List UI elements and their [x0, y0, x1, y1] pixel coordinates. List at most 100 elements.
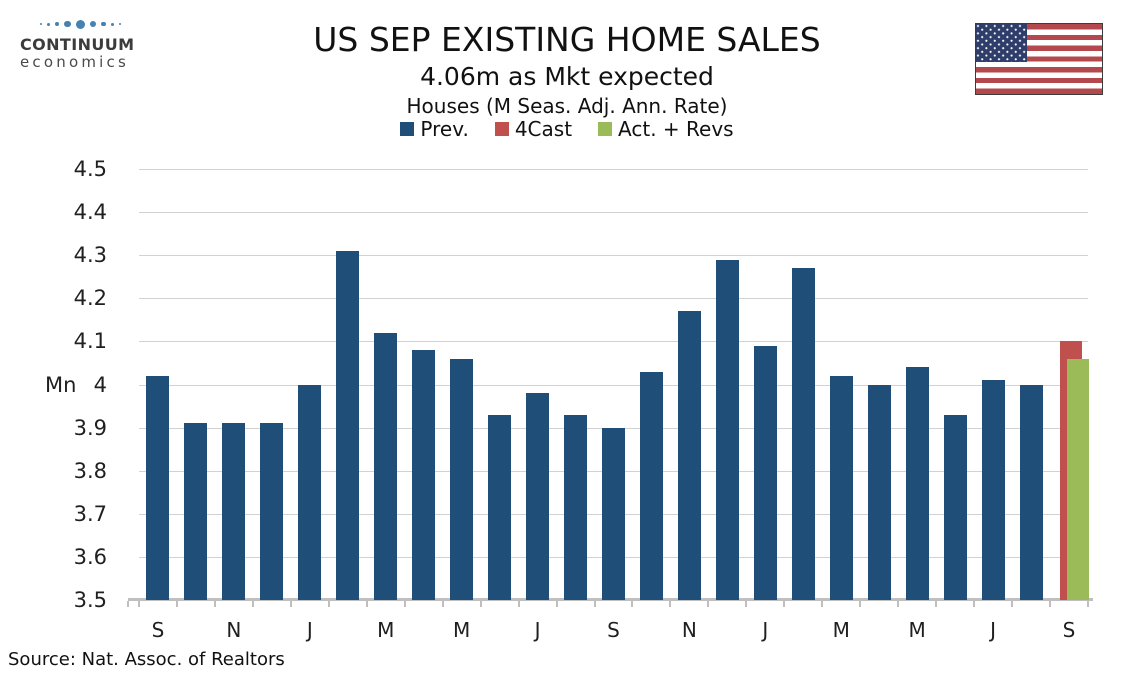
logo-dot-icon	[118, 23, 121, 25]
x-tick-label: J	[534, 618, 541, 642]
logo-dot-icon	[89, 20, 96, 28]
y-tick-label: 4.3	[73, 243, 107, 268]
x-axis-tick	[213, 601, 216, 607]
chart-legend: Prev. 4Cast Act. + Revs	[0, 117, 1134, 141]
y-tick-label: 3.5	[73, 588, 107, 612]
legend-label: 4Cast	[514, 117, 573, 141]
x-tick-label: J	[990, 618, 997, 642]
x-axis-tick	[631, 601, 634, 607]
x-axis-tick	[935, 601, 938, 607]
bar-prev	[298, 384, 322, 600]
legend-item: Act. + Revs	[598, 117, 734, 141]
gridline	[139, 255, 1088, 257]
x-axis-tick	[479, 601, 482, 607]
plot-area	[139, 169, 1089, 600]
bar-prev	[146, 375, 170, 600]
bar-prev	[905, 367, 929, 600]
x-axis-tick	[783, 601, 786, 607]
bar-prev	[526, 393, 550, 600]
x-axis-tick	[441, 601, 444, 607]
gridline	[139, 298, 1088, 300]
bar-prev	[639, 371, 663, 600]
bar-prev	[943, 414, 967, 600]
legend-swatch	[598, 122, 613, 136]
x-axis-tick	[327, 601, 330, 607]
us-flag-icon	[975, 23, 1103, 95]
x-tick-label: N	[681, 618, 697, 642]
x-tick-label: J	[762, 618, 769, 642]
bar-prev	[829, 375, 853, 600]
x-axis-tick	[1011, 601, 1014, 607]
bar-prev	[184, 423, 208, 600]
x-tick-label: S	[607, 618, 620, 642]
bar-prev	[602, 427, 625, 600]
x-axis-tick	[897, 601, 900, 607]
bar-prev	[222, 423, 246, 600]
source-note: Source: Nat. Assoc. of Realtors	[8, 649, 285, 670]
x-axis-tick	[973, 601, 976, 607]
y-tick-label: 3.6	[73, 544, 107, 569]
x-axis-tick	[517, 601, 520, 607]
bar-prev	[791, 268, 815, 600]
bar-prev	[260, 423, 284, 600]
x-axis-tick	[175, 601, 178, 607]
logo-dots-icon	[20, 16, 140, 32]
x-tick-label: M	[453, 618, 471, 642]
y-tick-label: 4	[93, 372, 107, 397]
y-tick-label: 3.8	[73, 458, 107, 483]
legend-swatch	[494, 122, 509, 136]
legend-label: Act. + Revs	[618, 117, 734, 141]
x-axis-tick	[403, 601, 406, 607]
bar-prev	[450, 358, 474, 600]
x-axis-tick	[593, 601, 596, 607]
x-axis-tick	[289, 601, 292, 607]
legend-swatch	[400, 122, 415, 136]
x-axis-tick	[745, 601, 748, 607]
bar-prev	[981, 380, 1005, 600]
y-tick-label: 4.5	[73, 157, 107, 181]
bar-prev	[412, 350, 436, 600]
chart-title: US SEP EXISTING HOME SALES	[313, 20, 821, 59]
logo-dot-icon	[46, 22, 50, 26]
y-tick-label: 3.7	[73, 501, 107, 526]
x-axis-tick	[555, 601, 558, 607]
y-tick-label: 4.4	[73, 200, 107, 225]
bar-prev	[677, 311, 701, 600]
chart-subtitle: 4.06m as Mkt expected	[420, 62, 714, 91]
legend-label: Prev.	[420, 117, 469, 141]
chart-axis-note: Houses (M Seas. Adj. Ann. Rate)	[406, 94, 728, 118]
x-axis-tick	[138, 601, 140, 607]
bar-prev	[336, 250, 360, 600]
legend-item: Prev.	[400, 117, 469, 141]
logo-dot-icon	[54, 21, 59, 27]
x-tick-label: M	[377, 618, 395, 642]
x-axis-tick	[1049, 601, 1052, 607]
bar-prev	[1019, 384, 1043, 600]
bar-prev	[867, 384, 891, 600]
logo-dot-icon	[64, 20, 71, 28]
y-tick-label: 4.2	[73, 286, 107, 311]
x-axis-tick	[251, 601, 254, 607]
logo-tagline: economics	[20, 53, 129, 71]
gridline	[139, 212, 1088, 214]
x-tick-label: S	[151, 618, 165, 642]
logo-dot-icon	[110, 22, 114, 26]
y-tick-label: 3.9	[73, 415, 107, 440]
x-tick-label: M	[832, 618, 850, 642]
logo-dot-icon	[75, 19, 85, 29]
y-tick-label: 4.1	[73, 329, 107, 354]
y-axis-unit-label: Mn	[45, 373, 77, 397]
continuum-logo: CONTINUUM economics	[20, 16, 140, 71]
x-axis-tick	[127, 601, 129, 607]
gridline	[139, 341, 1088, 343]
x-axis-tick	[669, 601, 672, 607]
bar-prev	[374, 332, 398, 600]
x-axis-tick	[707, 601, 710, 607]
logo-dot-icon	[39, 23, 42, 25]
gridline	[139, 169, 1088, 170]
flag-canton	[976, 24, 1027, 62]
x-axis-tick	[1087, 601, 1089, 607]
legend-item: 4Cast	[494, 117, 573, 141]
gridline	[139, 384, 1088, 386]
